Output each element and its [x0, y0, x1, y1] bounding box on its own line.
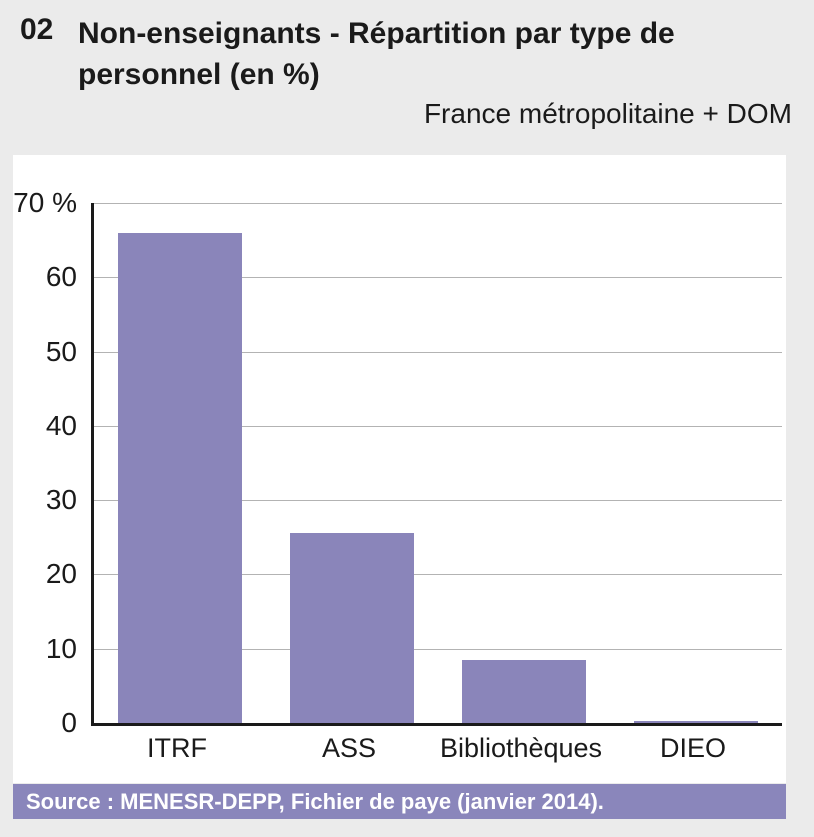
gridline-70	[94, 203, 782, 204]
bar-itrf	[118, 232, 242, 723]
gridline-40	[94, 425, 782, 427]
x-axis-label-itrf: ITRF	[147, 733, 207, 763]
source-strip: Source : MENESR-DEPP, Fichier de paye (j…	[13, 784, 786, 819]
chart-panel: 0 10 20 30 40 50 60 70 % ITRF ASS Bibliothèques DIE…	[13, 155, 786, 783]
gridline-10	[94, 648, 782, 650]
bar-dieo	[634, 720, 758, 723]
figure-number: 02	[20, 13, 54, 46]
bar-bibliothèques	[462, 659, 586, 723]
gridline-50	[94, 351, 782, 353]
figure-title-line2: personnel (en %)	[78, 58, 320, 91]
x-axis-label-dieo: DIEO	[659, 733, 726, 763]
y-axis-tick-label-40: 40	[45, 409, 77, 441]
y-axis-tick-label-20: 20	[45, 558, 77, 590]
y-axis-tick-label-30: 30	[45, 484, 77, 516]
figure-subtitle: France métropolitaine + DOM	[423, 98, 792, 129]
gridline-20	[94, 574, 782, 576]
plot-area	[91, 203, 782, 726]
source-label: Source : MENESR-DEPP, Fichier de paye (j…	[26, 789, 604, 814]
y-axis-tick-label-0: 0	[61, 707, 77, 738]
y-axis-tick-label-70: 70 %	[13, 187, 77, 218]
x-axis-label-ass: ASS	[321, 733, 377, 763]
bar-ass	[290, 532, 414, 723]
x-axis-label-bibliothèques: Bibliothèques	[439, 733, 603, 763]
gridline-30	[94, 500, 782, 502]
figure-title: Non-enseignants - Répartition par type d…	[78, 13, 738, 95]
y-axis-tick-label-50: 50	[45, 335, 77, 367]
y-axis-tick-label-10: 10	[45, 632, 77, 664]
gridline-60	[94, 277, 782, 279]
figure-title-line1: Non-enseignants - Répartition par type d…	[78, 17, 675, 50]
y-axis-tick-label-60: 60	[45, 261, 77, 293]
